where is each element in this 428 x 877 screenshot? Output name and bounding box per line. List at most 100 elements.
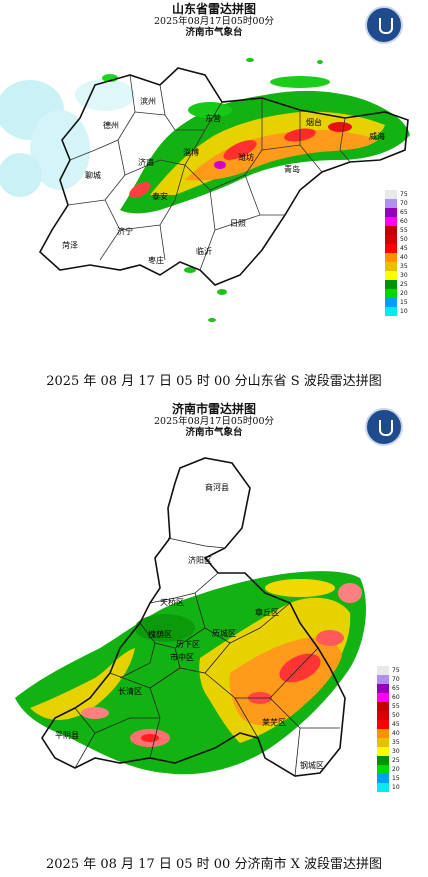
city-label: 泰安 [152,191,168,201]
legend-swatch [377,783,389,792]
district-label: 钢城区 [300,760,324,770]
legend-label: 35 [400,263,408,270]
city-map-title: 济南市雷达拼图 [171,402,256,416]
legend-label: 25 [400,281,408,288]
legend-label: 25 [392,757,400,764]
legend-swatch [385,280,397,289]
district-label: 章丘区 [255,607,279,617]
legend-label: 45 [400,245,408,252]
legend-label: 65 [392,685,400,692]
city-map-datetime: 2025年08月17日05时00分 [153,415,275,427]
province-map-title: 山东省雷达拼图 [171,2,256,16]
province-caption: 2025 年 08 月 17 日 05 时 00 分山东省 S 波段雷达拼图 [46,374,382,389]
legend-label: 35 [392,739,400,746]
city-labels: 滨州 德州 东营 烟台 威海 聊城 济南 淄博 潍坊 青岛 泰安 济宁 日照 菏… [62,96,385,265]
city-label: 日照 [230,219,246,228]
city-caption: 2025 年 08 月 17 日 05 时 00 分济南市 X 波段雷达拼图 [46,857,382,872]
city-label: 烟台 [306,117,322,127]
legend-label: 50 [400,236,408,243]
district-label: 商河县 [205,482,229,492]
rain-band-echoes [102,74,410,214]
legend-swatch [385,217,397,226]
legend-label: 10 [392,784,400,791]
legend-label: 75 [392,667,400,674]
legend-swatch [377,711,389,720]
legend-swatch [385,199,397,208]
province-map-datetime: 2025年08月17日05时00分 [153,15,275,27]
district-label: 平阴县 [55,731,79,740]
legend-label: 70 [392,676,400,683]
meteorological-emblem-icon [365,408,403,446]
legend-swatch [385,271,397,280]
province-radar-map: 滨州 德州 东营 烟台 威海 聊城 济南 淄博 潍坊 青岛 泰安 济宁 日照 菏… [0,0,428,340]
province-map-graphic: 滨州 德州 东营 烟台 威海 聊城 济南 淄博 潍坊 青岛 泰安 济宁 日照 菏… [0,0,428,340]
city-label: 威海 [369,131,385,141]
district-labels: 商河县 济阳区 天桥区 章丘区 槐荫区 历城区 历下区 市中区 长清区 莱芜区 … [55,482,324,770]
legend-swatch [385,298,397,307]
legend-swatch [385,190,397,199]
legend-swatch [377,720,389,729]
scattered-echoes [184,58,323,322]
legend-swatch [377,693,389,702]
meteorological-emblem-icon [365,6,403,44]
legend-swatch [385,244,397,253]
legend-swatch [377,702,389,711]
legend-label: 20 [400,290,408,297]
city-boundaries [67,74,351,271]
city-map-header: 济南市雷达拼图 2025年08月17日05时00分 济南市气象台 [0,402,428,439]
legend-swatch [377,756,389,765]
district-boundaries [74,537,340,777]
legend-label: 15 [400,299,408,306]
city-radar-map: 商河县 济阳区 天桥区 章丘区 槐荫区 历城区 历下区 市中区 长清区 莱芜区 … [0,398,428,818]
legend-label: 20 [392,766,400,773]
city-label: 聊城 [85,171,101,180]
city-label: 青岛 [284,164,300,174]
legend-swatch [377,738,389,747]
province-color-legend: 75 70 65 60 55 50 45 40 35 30 25 20 15 10 [385,190,408,316]
city-label: 德州 [103,120,119,130]
legend-label: 15 [392,775,400,782]
legend-swatch [385,262,397,271]
province-boundary [38,67,409,286]
province-map-org: 济南市气象台 [185,26,243,38]
legend-swatch [377,747,389,756]
city-map-graphic: 商河县 济阳区 天桥区 章丘区 槐荫区 历城区 历下区 市中区 长清区 莱芜区 … [0,398,428,818]
city-label: 济宁 [117,226,133,236]
district-label: 历下区 [176,640,200,649]
city-boundary [41,457,346,777]
legend-swatch [385,235,397,244]
city-label: 东营 [205,113,221,123]
legend-label: 45 [392,721,400,728]
legend-swatch [385,253,397,262]
legend-swatch [385,307,397,316]
legend-swatch [377,684,389,693]
legend-swatch [377,774,389,783]
city-map-org: 济南市气象台 [185,426,243,438]
city-label: 滨州 [140,96,156,106]
legend-label: 55 [392,703,400,710]
legend-label: 60 [400,218,408,225]
legend-swatch [377,729,389,738]
district-label: 长清区 [118,686,142,696]
legend-label: 30 [392,748,400,755]
district-label: 槐荫区 [148,629,172,639]
legend-swatch [377,666,389,675]
legend-label: 70 [400,200,408,207]
province-map-header: 山东省雷达拼图 2025年08月17日05时00分 济南市气象台 [0,2,428,39]
city-label: 潍坊 [238,152,254,162]
legend-label: 55 [400,227,408,234]
district-label: 历城区 [212,629,236,638]
legend-swatch [377,765,389,774]
legend-label: 50 [392,712,400,719]
city-label: 临沂 [196,246,212,256]
legend-swatch [385,208,397,217]
light-echo-area [0,79,135,197]
legend-label: 10 [400,308,408,315]
city-color-legend: 75 70 65 60 55 50 45 40 35 30 25 20 15 10 [377,666,400,792]
legend-swatch [385,289,397,298]
district-label: 莱芜区 [262,717,286,727]
legend-label: 40 [400,254,408,261]
city-label: 菏泽 [62,240,78,250]
district-label: 市中区 [170,652,194,662]
legend-swatch [377,675,389,684]
